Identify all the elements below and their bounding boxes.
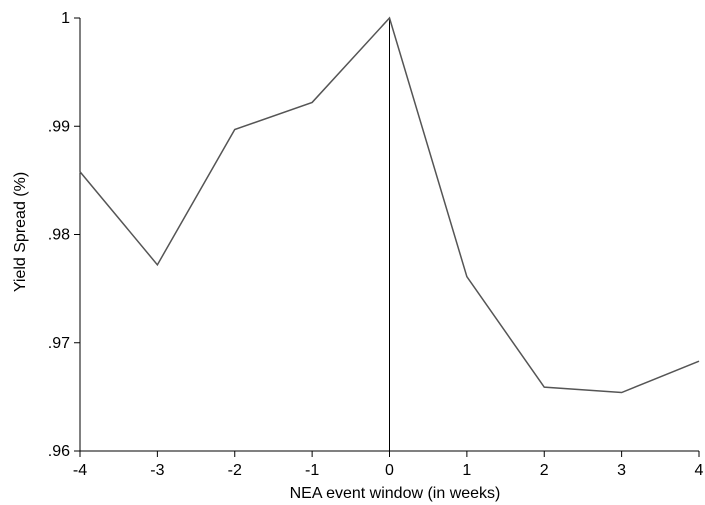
y-axis: .96 .97 .98 .99 1 bbox=[48, 10, 81, 460]
x-tick-label: -3 bbox=[150, 462, 164, 479]
x-axis-title: NEA event window (in weeks) bbox=[290, 485, 501, 502]
x-tick-label: 1 bbox=[462, 462, 471, 479]
plot-area bbox=[79, 16, 700, 451]
x-tick-label: -1 bbox=[305, 462, 319, 479]
x-tick-label: 4 bbox=[695, 462, 704, 479]
x-axis: -4 -3 -2 -1 0 1 2 3 4 bbox=[73, 450, 704, 479]
y-axis-title: Yield Spread (%) bbox=[12, 172, 29, 292]
x-tick-label: 2 bbox=[540, 462, 549, 479]
y-tick-label: .97 bbox=[48, 335, 70, 352]
y-tick-label: .98 bbox=[48, 227, 70, 244]
y-tick-label: .99 bbox=[48, 118, 70, 135]
x-tick-label: -4 bbox=[73, 462, 87, 479]
y-tick-label: .96 bbox=[48, 443, 70, 460]
x-tick-label: 0 bbox=[385, 462, 394, 479]
y-tick-label: 1 bbox=[61, 10, 70, 27]
x-tick-label: -2 bbox=[228, 462, 242, 479]
x-tick-label: 3 bbox=[617, 462, 626, 479]
